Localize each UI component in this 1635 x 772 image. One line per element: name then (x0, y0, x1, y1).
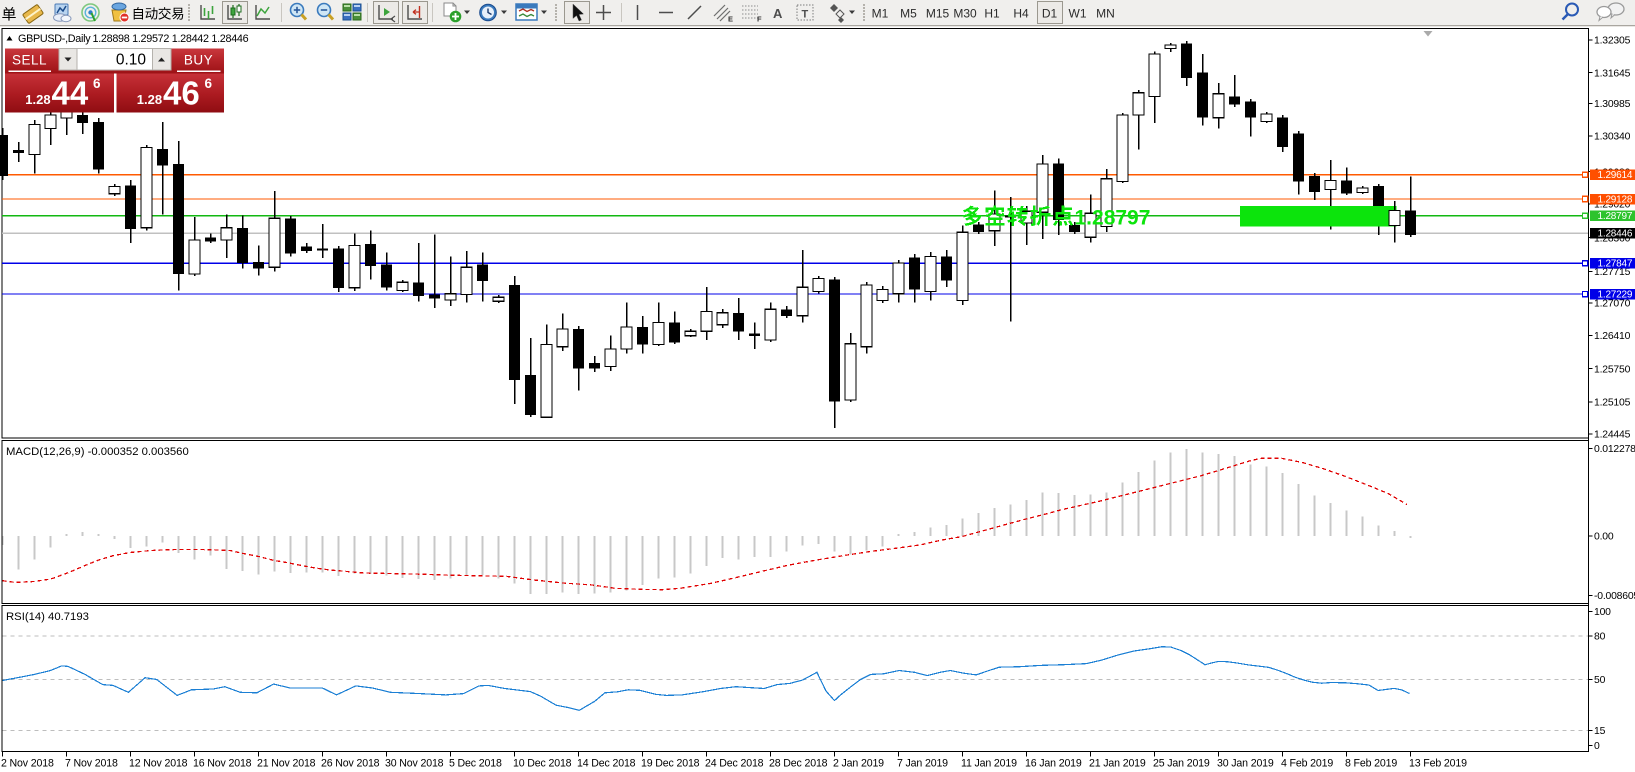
svg-text:15: 15 (1594, 726, 1606, 737)
svg-text:7 Nov 2018: 7 Nov 2018 (65, 758, 118, 770)
svg-text:MN: MN (1096, 7, 1115, 21)
svg-text:0: 0 (1594, 741, 1600, 752)
svg-text:16 Nov 2018: 16 Nov 2018 (193, 758, 252, 770)
svg-text:0.00: 0.00 (1594, 532, 1614, 543)
svg-text:7 Jan 2019: 7 Jan 2019 (897, 758, 948, 770)
svg-text:1.30340: 1.30340 (1594, 132, 1631, 143)
svg-text:1.27070: 1.27070 (1594, 299, 1631, 310)
svg-text:24 Dec 2018: 24 Dec 2018 (705, 758, 764, 770)
svg-text:100: 100 (1594, 607, 1611, 618)
svg-text:1.28: 1.28 (137, 92, 162, 107)
svg-text:M30: M30 (953, 7, 977, 21)
svg-text:1.28898 1.29572 1.28442 1.2844: 1.28898 1.29572 1.28442 1.28446 (93, 33, 249, 45)
svg-text:2 Nov 2018: 2 Nov 2018 (1, 758, 54, 770)
svg-text:5 Dec 2018: 5 Dec 2018 (449, 758, 502, 770)
svg-text:1.28446: 1.28446 (1598, 229, 1633, 240)
svg-text:0.10: 0.10 (116, 52, 147, 69)
svg-text:1.31645: 1.31645 (1594, 68, 1631, 79)
svg-text:BUY: BUY (184, 53, 213, 68)
svg-text:30 Jan 2019: 30 Jan 2019 (1217, 758, 1274, 770)
svg-text:M5: M5 (900, 7, 917, 21)
svg-text:1.29614: 1.29614 (1598, 170, 1633, 181)
svg-text:1.29020: 1.29020 (1594, 200, 1631, 211)
svg-text:14 Dec 2018: 14 Dec 2018 (577, 758, 636, 770)
svg-text:H4: H4 (1013, 7, 1029, 21)
svg-text:13 Feb 2019: 13 Feb 2019 (1409, 758, 1467, 770)
svg-text:E: E (728, 15, 733, 24)
svg-text:11 Jan 2019: 11 Jan 2019 (961, 758, 1017, 770)
svg-text:6: 6 (93, 76, 101, 91)
svg-text:50: 50 (1594, 675, 1606, 686)
svg-text:26 Nov 2018: 26 Nov 2018 (321, 758, 380, 770)
svg-text:1.29128: 1.29128 (1598, 195, 1633, 206)
svg-text:1.25105: 1.25105 (1594, 398, 1631, 409)
svg-text:SELL: SELL (12, 53, 47, 68)
svg-text:44: 44 (52, 75, 89, 112)
svg-text:16 Jan 2019: 16 Jan 2019 (1025, 758, 1082, 770)
svg-text:1.30985: 1.30985 (1594, 99, 1631, 110)
svg-text:0.012278: 0.012278 (1594, 444, 1635, 455)
svg-text:M15: M15 (926, 7, 950, 21)
svg-text:12 Nov 2018: 12 Nov 2018 (129, 758, 188, 770)
svg-text:T: T (802, 9, 809, 21)
svg-text:1.28797: 1.28797 (1075, 206, 1151, 229)
svg-text:A: A (773, 6, 783, 21)
svg-text:H1: H1 (984, 7, 1000, 21)
svg-text:1.26410: 1.26410 (1594, 331, 1631, 342)
svg-text:1.25750: 1.25750 (1594, 364, 1631, 375)
svg-text:21 Nov 2018: 21 Nov 2018 (257, 758, 316, 770)
svg-text:1.24445: 1.24445 (1594, 430, 1631, 441)
svg-text:1.28: 1.28 (25, 92, 50, 107)
svg-text:30 Nov 2018: 30 Nov 2018 (385, 758, 444, 770)
svg-text:6: 6 (205, 76, 213, 91)
svg-text:25 Jan 2019: 25 Jan 2019 (1153, 758, 1210, 770)
svg-text:4 Feb 2019: 4 Feb 2019 (1281, 758, 1333, 770)
svg-text:F: F (757, 15, 762, 24)
svg-text:28 Dec 2018: 28 Dec 2018 (769, 758, 828, 770)
svg-text:2 Jan 2019: 2 Jan 2019 (833, 758, 884, 770)
svg-text:1.28360: 1.28360 (1594, 233, 1631, 244)
svg-text:MACD(12,26,9) -0.000352 0.0035: MACD(12,26,9) -0.000352 0.003560 (6, 446, 189, 458)
svg-text:-0.008605: -0.008605 (1594, 591, 1635, 602)
svg-text:W1: W1 (1069, 7, 1087, 21)
svg-text:1.32305: 1.32305 (1594, 36, 1631, 47)
svg-text:1.27229: 1.27229 (1598, 290, 1633, 301)
svg-text:1.27715: 1.27715 (1594, 267, 1631, 278)
svg-text:46: 46 (163, 75, 200, 112)
svg-text:1.27847: 1.27847 (1598, 259, 1633, 270)
svg-text:D1: D1 (1042, 7, 1058, 21)
svg-text:10 Dec 2018: 10 Dec 2018 (513, 758, 572, 770)
svg-text:8 Feb 2019: 8 Feb 2019 (1345, 758, 1397, 770)
svg-text:GBPUSD-,Daily: GBPUSD-,Daily (18, 33, 91, 45)
svg-text:19 Dec 2018: 19 Dec 2018 (641, 758, 700, 770)
svg-text:21 Jan 2019: 21 Jan 2019 (1089, 758, 1146, 770)
svg-text:RSI(14) 40.7193: RSI(14) 40.7193 (6, 611, 89, 623)
svg-text:M1: M1 (872, 7, 889, 21)
svg-text:1.28797: 1.28797 (1598, 211, 1633, 222)
svg-text:80: 80 (1594, 632, 1606, 643)
